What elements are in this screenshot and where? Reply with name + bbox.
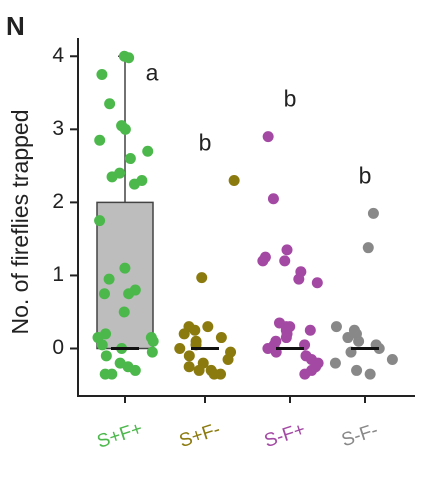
significance-letter: b — [199, 130, 212, 156]
point — [304, 324, 316, 336]
point — [202, 321, 214, 333]
point — [222, 353, 234, 365]
significance-letter: a — [146, 59, 159, 85]
point — [208, 368, 220, 380]
point — [342, 332, 354, 344]
point — [99, 368, 111, 380]
y-tick-label: 3 — [52, 117, 64, 140]
point — [178, 328, 190, 340]
point — [128, 178, 140, 190]
point — [257, 255, 269, 267]
point — [293, 273, 305, 285]
y-tick-label: 4 — [52, 44, 64, 67]
point — [362, 242, 374, 254]
point — [193, 364, 205, 376]
point — [215, 332, 227, 344]
point — [104, 98, 116, 110]
x-tick-label: S-F+ — [262, 419, 308, 452]
point — [100, 350, 112, 362]
point — [106, 171, 118, 183]
point — [146, 346, 158, 358]
point — [262, 131, 274, 143]
significance-letter: b — [359, 162, 372, 188]
point — [94, 215, 106, 227]
point — [119, 262, 131, 274]
panel-label: N — [6, 11, 25, 41]
point — [96, 339, 108, 351]
x-tick-label: S+F- — [177, 419, 223, 452]
point — [311, 277, 323, 289]
point — [123, 288, 135, 300]
point — [189, 324, 201, 336]
point — [353, 335, 365, 347]
point — [330, 321, 342, 333]
point — [196, 272, 208, 284]
x-tick-label: S+F+ — [95, 418, 146, 452]
point — [373, 343, 385, 355]
point — [329, 357, 341, 369]
point — [183, 361, 195, 373]
y-tick-label: 0 — [52, 336, 64, 359]
point — [228, 174, 240, 186]
point — [124, 153, 136, 165]
point — [142, 145, 154, 157]
point — [174, 343, 186, 355]
point — [183, 350, 195, 362]
point — [281, 244, 293, 256]
point — [123, 52, 135, 64]
point — [364, 368, 376, 380]
point — [267, 193, 279, 205]
point — [118, 306, 130, 318]
point — [386, 353, 398, 365]
point — [280, 332, 292, 344]
point — [98, 288, 110, 300]
significance-letter: b — [284, 86, 297, 112]
y-axis-label: No. of fireflies trapped — [7, 109, 33, 334]
x-tick-label: S-F- — [339, 420, 381, 451]
point — [367, 207, 379, 219]
point — [96, 69, 108, 81]
y-tick-label: 2 — [52, 190, 64, 213]
point — [262, 343, 274, 355]
point — [103, 273, 115, 285]
point — [351, 364, 363, 376]
point — [119, 123, 131, 135]
point — [279, 255, 291, 267]
point — [94, 134, 106, 146]
y-tick-label: 1 — [52, 263, 64, 286]
point — [147, 335, 159, 347]
point — [129, 364, 141, 376]
point — [299, 368, 311, 380]
